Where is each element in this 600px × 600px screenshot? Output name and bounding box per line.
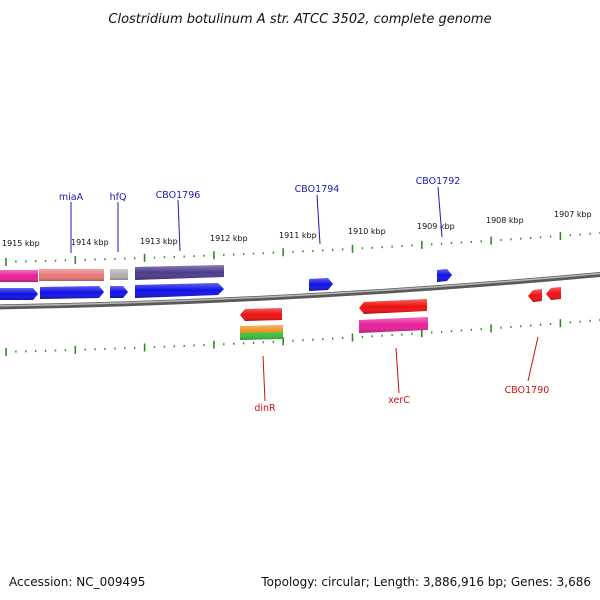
gene-label[interactable]: xerC [388,395,410,406]
forward-inner-genes [0,269,452,300]
genome-backbone [0,271,600,310]
gene-label[interactable]: CBO1796 [156,190,201,201]
reverse-gene-labels: dinR xerC CBO1790 [254,336,550,414]
genome-summary-text: Topology: circular; Length: 3,886,916 bp… [260,575,591,589]
label-leader [262,355,266,402]
label-leader [395,347,400,394]
scale-labels: 1915 kbp 1914 kbp 1913 kbp 1912 kbp 1911… [2,210,592,248]
scale-label: 1907 kbp [554,210,592,219]
upper-scale-track [5,231,600,266]
lower-scale-track [5,319,600,356]
scale-label: 1914 kbp [71,238,109,247]
scale-label: 1909 kbp [417,222,455,231]
accession-text: Accession: NC_009495 [9,575,145,589]
gene-label[interactable]: miaA [59,192,84,203]
forward-gene-labels: miaA hfQ CBO1796 CBO1794 CBO1792 [59,176,460,253]
gene-label[interactable]: CBO1790 [505,385,550,396]
reverse-genes [240,287,561,340]
label-leader [177,199,181,252]
gene-label[interactable]: hfQ [110,192,127,203]
gene-label[interactable]: dinR [254,403,276,414]
label-leader [527,336,539,382]
map-title: Clostridium botulinum A str. ATCC 3502, … [108,12,491,27]
gene-label[interactable]: CBO1794 [295,184,340,195]
genome-backbone-highlight [0,272,600,307]
forward-outer-genes [0,265,224,282]
scale-label: 1915 kbp [2,239,40,248]
gene-label[interactable]: CBO1792 [416,176,461,187]
label-leader [437,186,443,238]
scale-label: 1911 kbp [279,231,317,240]
scale-label: 1913 kbp [140,237,178,246]
scale-label: 1912 kbp [210,234,248,243]
scale-label: 1910 kbp [348,227,386,236]
scale-label: 1908 kbp [486,216,524,225]
label-leader [316,194,321,245]
